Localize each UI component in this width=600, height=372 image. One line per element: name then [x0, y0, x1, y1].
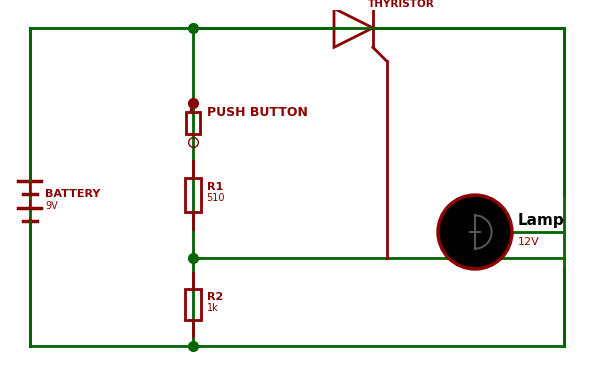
- Text: R1: R1: [206, 182, 223, 192]
- Text: 12V: 12V: [518, 237, 539, 247]
- Bar: [186, 112, 200, 134]
- Bar: [185, 289, 201, 320]
- Text: BATTERY: BATTERY: [46, 189, 101, 199]
- Text: 510: 510: [206, 193, 225, 203]
- Text: PUSH BUTTON: PUSH BUTTON: [206, 106, 308, 119]
- Text: Lamp: Lamp: [518, 213, 565, 228]
- Text: 1k: 1k: [206, 302, 218, 312]
- Text: 9V: 9V: [46, 201, 58, 211]
- Bar: [185, 178, 201, 212]
- Text: THYRISTOR: THYRISTOR: [368, 0, 435, 9]
- Text: R2: R2: [206, 292, 223, 302]
- Circle shape: [438, 195, 512, 269]
